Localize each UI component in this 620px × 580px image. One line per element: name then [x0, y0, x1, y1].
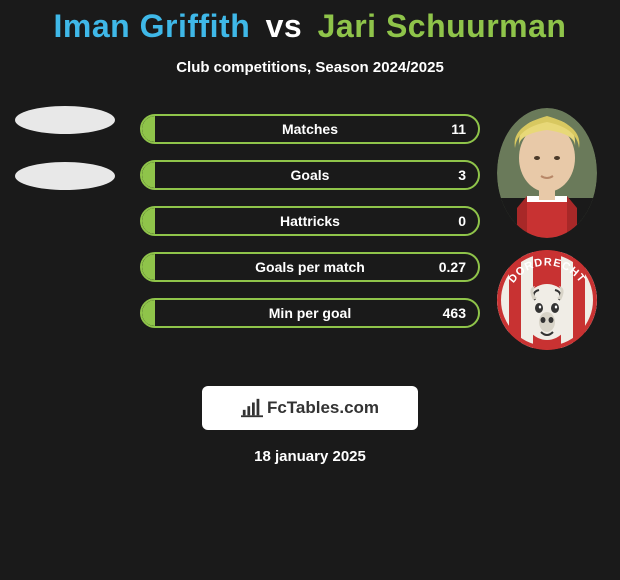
- player2-photo: [497, 108, 597, 238]
- stat-label: Goals per match: [142, 254, 478, 280]
- player2-club-crest: DORDRECHT: [497, 250, 597, 350]
- player1-name: Iman Griffith: [54, 8, 251, 44]
- stat-right-value: 3: [458, 162, 466, 188]
- player1-photo-placeholder: [15, 106, 115, 134]
- content-area: Matches11 Goals3 Hattricks0 Goals per match…: [0, 114, 620, 364]
- stat-row: Min per goal463: [140, 298, 480, 328]
- stat-label: Min per goal: [142, 300, 478, 326]
- site-badge: FcTables.com: [202, 386, 418, 430]
- stat-right-value: 11: [451, 116, 466, 142]
- stat-label: Goals: [142, 162, 478, 188]
- stat-label: Hattricks: [142, 208, 478, 234]
- subtitle: Club competitions, Season 2024/2025: [0, 59, 620, 76]
- stat-right-value: 463: [443, 300, 466, 326]
- stat-row: Goals per match0.27: [140, 252, 480, 282]
- stat-label: Matches: [142, 116, 478, 142]
- player2-column: DORDRECHT: [492, 108, 602, 350]
- stat-right-value: 0.27: [439, 254, 466, 280]
- player1-column: [10, 106, 120, 218]
- stat-row: Matches11: [140, 114, 480, 144]
- player2-name: Jari Schuurman: [318, 8, 567, 44]
- comparison-title: Iman Griffith vs Jari Schuurman: [0, 0, 620, 45]
- chart-icon: [241, 398, 263, 418]
- stat-row: Goals3: [140, 160, 480, 190]
- footer-date: 18 january 2025: [0, 448, 620, 465]
- player1-crest-placeholder: [15, 162, 115, 190]
- stat-right-value: 0: [458, 208, 466, 234]
- site-name: FcTables.com: [267, 398, 379, 418]
- stat-row: Hattricks0: [140, 206, 480, 236]
- vs-text: vs: [266, 8, 303, 44]
- stats-table: Matches11 Goals3 Hattricks0 Goals per match…: [140, 114, 480, 344]
